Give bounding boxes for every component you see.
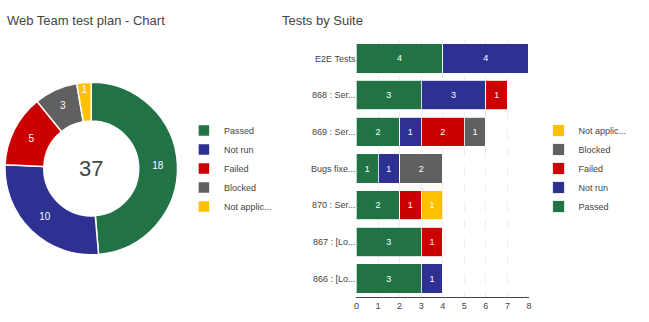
svg-text:3: 3	[451, 90, 456, 100]
svg-text:5: 5	[29, 133, 35, 144]
svg-text:870 : Ser...: 870 : Ser...	[312, 200, 356, 210]
svg-text:1: 1	[473, 127, 478, 137]
svg-text:10: 10	[39, 211, 51, 222]
svg-text:Passed: Passed	[579, 202, 609, 212]
svg-text:867 : [Lo...: 867 : [Lo...	[313, 237, 356, 247]
svg-text:Failed: Failed	[579, 164, 604, 174]
svg-text:2: 2	[376, 127, 381, 137]
svg-text:4: 4	[440, 301, 445, 311]
svg-text:0: 0	[354, 301, 359, 311]
svg-text:1: 1	[365, 164, 370, 174]
svg-text:3: 3	[419, 301, 424, 311]
svg-text:Not applic...: Not applic...	[224, 202, 272, 212]
svg-text:3: 3	[386, 237, 391, 247]
svg-text:1: 1	[82, 84, 88, 95]
svg-text:3: 3	[386, 274, 391, 284]
svg-text:1: 1	[429, 274, 434, 284]
svg-text:2: 2	[376, 200, 381, 210]
svg-text:3: 3	[60, 100, 66, 111]
svg-text:Tests by Suite: Tests by Suite	[282, 13, 363, 28]
svg-text:869 : Ser...: 869 : Ser...	[312, 127, 356, 137]
svg-text:7: 7	[505, 301, 510, 311]
svg-text:4: 4	[483, 53, 488, 63]
svg-text:1: 1	[429, 237, 434, 247]
svg-text:18: 18	[152, 160, 164, 171]
svg-text:8: 8	[526, 301, 531, 311]
svg-text:1: 1	[494, 90, 499, 100]
svg-text:1: 1	[386, 164, 391, 174]
svg-text:2: 2	[440, 127, 445, 137]
svg-text:866 : [Lo...: 866 : [Lo...	[313, 274, 356, 284]
svg-text:6: 6	[483, 301, 488, 311]
svg-text:3: 3	[386, 90, 391, 100]
svg-text:Failed: Failed	[224, 164, 249, 174]
svg-text:5: 5	[462, 301, 467, 311]
svg-text:1: 1	[376, 301, 381, 311]
svg-text:Not run: Not run	[579, 183, 609, 193]
svg-text:Passed: Passed	[224, 126, 254, 136]
svg-text:Not applic...: Not applic...	[579, 126, 627, 136]
svg-text:2: 2	[419, 164, 424, 174]
svg-text:E2E Tests: E2E Tests	[315, 54, 356, 64]
svg-text:Bugs fixe...: Bugs fixe...	[311, 164, 356, 174]
svg-text:37: 37	[79, 156, 103, 181]
svg-text:Blocked: Blocked	[224, 183, 256, 193]
svg-text:2: 2	[397, 301, 402, 311]
svg-text:1: 1	[408, 127, 413, 137]
svg-text:Not run: Not run	[224, 145, 254, 155]
svg-text:4: 4	[397, 53, 402, 63]
svg-text:Blocked: Blocked	[579, 145, 611, 155]
svg-text:1: 1	[429, 200, 434, 210]
svg-text:868 : Ser...: 868 : Ser...	[312, 90, 356, 100]
svg-text:1: 1	[408, 200, 413, 210]
svg-text:Web Team test plan - Chart: Web Team test plan - Chart	[7, 13, 165, 28]
